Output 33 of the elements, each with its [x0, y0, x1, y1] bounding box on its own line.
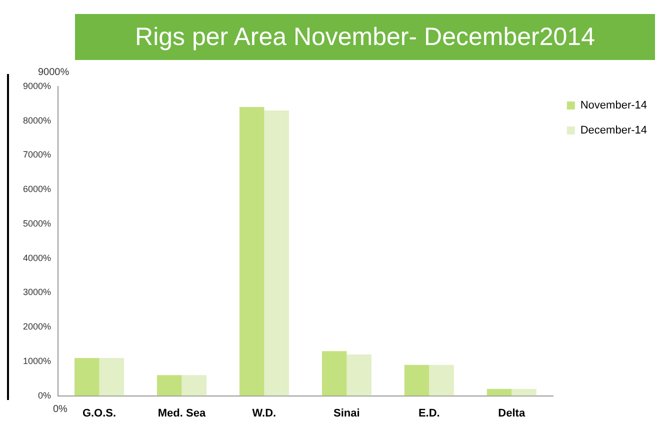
- y-tick-label: 9000%: [22, 80, 52, 91]
- chart-title: Rigs per Area November- December2014: [75, 14, 655, 60]
- y-tick-label: 3000%: [22, 287, 52, 298]
- bar: [156, 375, 182, 396]
- y-tick-label: 8000%: [22, 115, 52, 126]
- x-tick-label: Delta: [498, 407, 526, 420]
- bar: [322, 351, 347, 396]
- bar: [346, 354, 372, 396]
- y-tick-label: 7000%: [22, 150, 52, 160]
- text: 0%: [53, 404, 68, 415]
- y-tick-label: 5000%: [22, 218, 52, 228]
- x-tick-label: Sinai: [334, 407, 360, 420]
- text: 9000%: [38, 67, 70, 78]
- bar: [404, 364, 430, 396]
- x-tick-label: Med. Sea: [158, 407, 206, 420]
- y-tick-label: 6000%: [22, 184, 52, 194]
- legend-label: December-14: [580, 124, 647, 137]
- bar: [486, 388, 512, 396]
- x-tick-label: W.D.: [252, 407, 276, 420]
- bar: [239, 107, 264, 396]
- y-tick-label: 1000%: [22, 356, 52, 366]
- legend-label: November-14: [580, 100, 647, 112]
- bar: [182, 375, 206, 396]
- y-tick-label: 2000%: [22, 322, 52, 332]
- bar: [99, 358, 124, 396]
- bar: [429, 364, 454, 396]
- bar: [74, 358, 100, 396]
- y-tick-label: 4000%: [22, 252, 52, 263]
- x-tick-label: G.O.S.: [82, 407, 116, 420]
- y-tick-label: 0%: [38, 390, 52, 400]
- x-tick-label: E.D.: [418, 407, 440, 420]
- bar: [264, 110, 289, 396]
- bar: [512, 388, 536, 396]
